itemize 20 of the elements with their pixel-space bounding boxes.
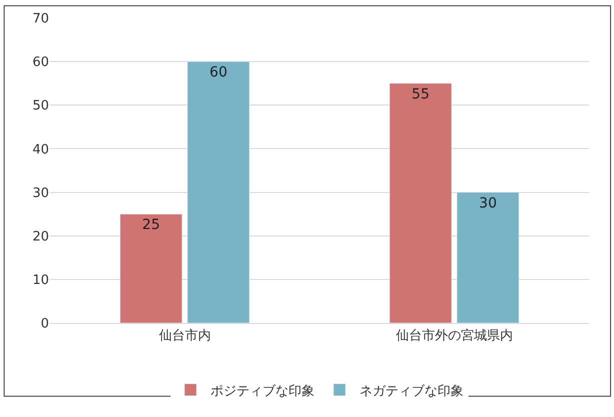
legend-label: ネガティブな印象 (360, 384, 464, 399)
y-tick-label: 30 (32, 186, 49, 201)
bar (456, 192, 520, 323)
x-tick-label: 仙台市内 (158, 328, 211, 344)
x-tick-label: 仙台市外の宮城県内 (396, 328, 513, 344)
bar (187, 61, 250, 323)
y-tick-label: 70 (32, 12, 49, 27)
data-label: 55 (412, 86, 430, 102)
y-tick-label: 0 (40, 316, 49, 332)
bar (120, 214, 182, 323)
y-tick-label: 60 (32, 55, 49, 70)
y-tick-label: 10 (32, 272, 49, 288)
y-tick-label: 20 (32, 229, 49, 244)
legend-label: ポジティブな印象 (210, 384, 314, 399)
bar (389, 83, 452, 323)
data-label: 60 (210, 64, 228, 81)
data-label: 25 (142, 217, 160, 234)
y-tick-label: 40 (32, 142, 49, 158)
y-tick-label: 50 (32, 98, 49, 114)
data-label: 30 (479, 195, 497, 212)
